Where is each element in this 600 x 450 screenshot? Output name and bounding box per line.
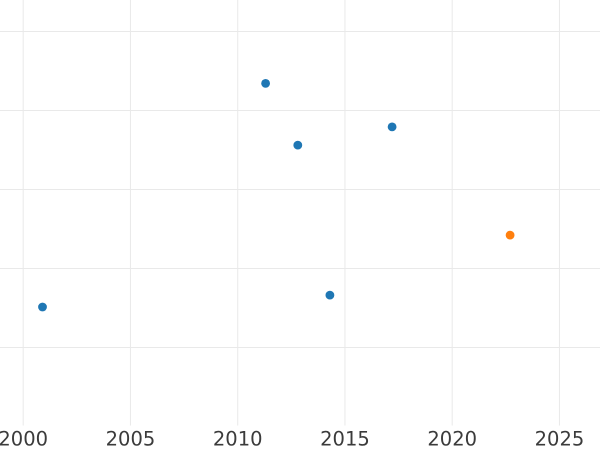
gridlines bbox=[0, 0, 600, 426]
x-tick-label: 2005 bbox=[106, 428, 156, 450]
x-tick-label: 2000 bbox=[0, 428, 48, 450]
orange-series bbox=[505, 230, 515, 240]
blue-series-point bbox=[38, 302, 47, 312]
blue-series bbox=[38, 79, 397, 312]
blue-series-point bbox=[293, 140, 303, 150]
blue-series-point bbox=[261, 79, 270, 88]
x-tick-label: 2015 bbox=[320, 428, 370, 450]
blue-series-point bbox=[325, 290, 335, 300]
x-tick-label: 2010 bbox=[213, 428, 263, 450]
orange-series-point bbox=[505, 230, 515, 240]
x-tick-label: 2025 bbox=[535, 428, 585, 450]
blue-series-point bbox=[387, 122, 397, 132]
x-tick-label: 2020 bbox=[427, 428, 477, 450]
x-axis-tick-labels: 2000 2005 2010 2015 2020 2025 bbox=[0, 428, 584, 450]
